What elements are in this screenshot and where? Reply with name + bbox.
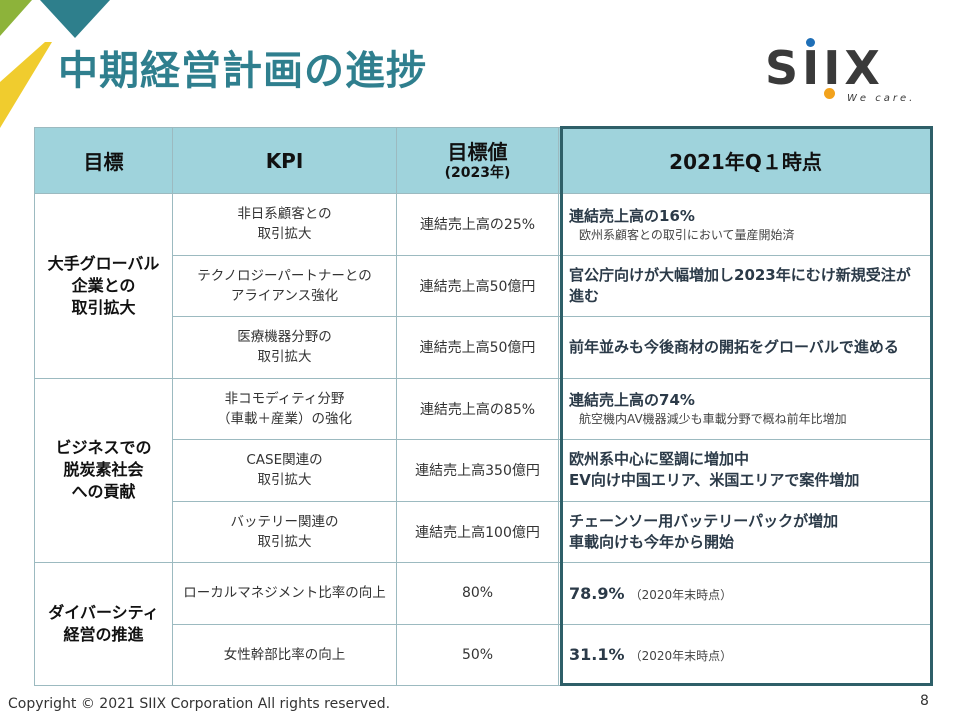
kpi-cell: 非コモディティ分野 （車載＋産業）の強化 bbox=[172, 377, 397, 440]
table-row: 医療機器分野の 取引拡大 連結売上高50億円 前年並みも今後商材の開拓をグローバ… bbox=[35, 316, 933, 379]
teal-triangle bbox=[40, 0, 110, 38]
kpi-progress-table: 目標 KPI 目標値 (2023年) 2021年Q１時点 大手グローバル 企業と… bbox=[34, 127, 933, 686]
yellow-stripe bbox=[0, 42, 52, 128]
kpi-cell: 医療機器分野の 取引拡大 bbox=[172, 316, 397, 379]
target-cell: 50% bbox=[396, 623, 559, 686]
target-cell: 連結売上高350億円 bbox=[396, 439, 559, 502]
header-status: 2021年Q１時点 bbox=[558, 127, 933, 194]
status-value: 31.1% bbox=[569, 645, 625, 665]
status-note: （2020年末時点） bbox=[629, 587, 733, 602]
kpi-cell: CASE関連の 取引拡大 bbox=[172, 439, 397, 502]
target-cell: 連結売上高の25% bbox=[396, 193, 559, 256]
header-target-label: 目標値 bbox=[447, 139, 508, 164]
corner-decoration bbox=[0, 0, 110, 128]
status-main: 連結売上高の16% bbox=[569, 206, 695, 225]
green-triangle bbox=[0, 0, 32, 36]
target-cell: 連結売上高100億円 bbox=[396, 500, 559, 563]
status-cell: 連結売上高の74% 航空機内AV機器減少も車載分野で概ね前年比増加 bbox=[558, 377, 933, 440]
table-row: CASE関連の 取引拡大 連結売上高350億円 欧州系中心に堅調に増加中 EV向… bbox=[35, 439, 933, 502]
status-main: チェーンソー用バッテリーパックが増加 bbox=[569, 511, 839, 530]
table-row: ビジネスでの 脱炭素社会 への貢献 非コモディティ分野 （車載＋産業）の強化 連… bbox=[34, 377, 933, 563]
kpi-cell: 女性幹部比率の向上 bbox=[172, 623, 397, 686]
status-cell: 31.1% （2020年末時点） bbox=[558, 623, 933, 686]
status-main: 前年並みも今後商材の開拓をグローバルで進める bbox=[569, 337, 899, 356]
target-cell: 連結売上高50億円 bbox=[396, 316, 559, 379]
copyright: Copyright © 2021 SIIX Corporation All ri… bbox=[8, 696, 391, 712]
goal-cell: ビジネスでの 脱炭素社会 への貢献 bbox=[34, 377, 173, 563]
logo-blue-dot bbox=[806, 38, 815, 47]
target-cell: 連結売上高の85% bbox=[396, 377, 559, 440]
logo-tagline: We care. bbox=[847, 93, 916, 104]
status-cell: チェーンソー用バッテリーパックが増加 車載向けも今年から開始 bbox=[558, 500, 933, 563]
status-sub: 欧州系顧客との取引において量産開始済 bbox=[579, 227, 795, 242]
status-cell: 78.9% （2020年末時点） bbox=[558, 562, 933, 625]
page-title: 中期経営計画の進捗 bbox=[58, 48, 427, 94]
page-number: 8 bbox=[920, 693, 929, 709]
status-main: 連結売上高の74% bbox=[569, 391, 695, 410]
table-row: 大手グローバル 企業との 取引拡大 非日系顧客との 取引拡大 連結売上高の25%… bbox=[34, 193, 933, 379]
status-main: 欧州系中心に堅調に増加中 bbox=[569, 450, 750, 469]
status-cell: 官公庁向けが大幅増加し2023年にむけ新規受注が進む bbox=[558, 254, 933, 317]
header-target-year: (2023年) bbox=[444, 164, 511, 181]
table-header-row: 目標 KPI 目標値 (2023年) 2021年Q１時点 bbox=[34, 127, 933, 194]
status-cell: 欧州系中心に堅調に増加中 EV向け中国エリア、米国エリアで案件増加 bbox=[558, 439, 933, 502]
table-row: テクノロジーパートナーとの アライアンス強化 連結売上高50億円 官公庁向けが大… bbox=[35, 254, 933, 317]
target-cell: 80% bbox=[396, 562, 559, 625]
table-row: 女性幹部比率の向上 50% 31.1% （2020年末時点） bbox=[35, 623, 933, 686]
status-cell: 前年並みも今後商材の開拓をグローバルで進める bbox=[558, 316, 933, 379]
status-cell: 連結売上高の16% 欧州系顧客との取引において量産開始済 bbox=[558, 193, 933, 256]
status-value: 78.9% bbox=[569, 583, 625, 603]
header-goal: 目標 bbox=[34, 127, 173, 194]
status-main-2: EV向け中国エリア、米国エリアで案件増加 bbox=[569, 471, 860, 490]
status-main-2: 車載向けも今年から開始 bbox=[569, 532, 735, 551]
logo-wordmark: SIIX bbox=[765, 41, 884, 95]
kpi-cell: バッテリー関連の 取引拡大 bbox=[172, 500, 397, 563]
header-kpi: KPI bbox=[172, 127, 397, 194]
siix-logo: SIIX We care. bbox=[765, 38, 945, 108]
status-note: （2020年末時点） bbox=[629, 649, 733, 664]
header-target: 目標値 (2023年) bbox=[396, 127, 559, 194]
goal-cell: 大手グローバル 企業との 取引拡大 bbox=[34, 193, 173, 379]
kpi-cell: テクノロジーパートナーとの アライアンス強化 bbox=[172, 254, 397, 317]
goal-cell: ダイバーシティ 経営の推進 bbox=[34, 562, 173, 686]
target-cell: 連結売上高50億円 bbox=[396, 254, 559, 317]
table-row: バッテリー関連の 取引拡大 連結売上高100億円 チェーンソー用バッテリーパック… bbox=[35, 500, 933, 563]
status-main: 官公庁向けが大幅増加し2023年にむけ新規受注が進む bbox=[569, 265, 911, 305]
status-sub: 航空機内AV機器減少も車載分野で概ね前年比増加 bbox=[579, 412, 847, 427]
logo-orange-dot bbox=[824, 88, 835, 99]
table-row: ダイバーシティ 経営の推進 ローカルマネジメント比率の向上 80% 78.9% … bbox=[34, 562, 933, 686]
kpi-cell: 非日系顧客との 取引拡大 bbox=[172, 193, 397, 256]
kpi-cell: ローカルマネジメント比率の向上 bbox=[172, 562, 397, 625]
